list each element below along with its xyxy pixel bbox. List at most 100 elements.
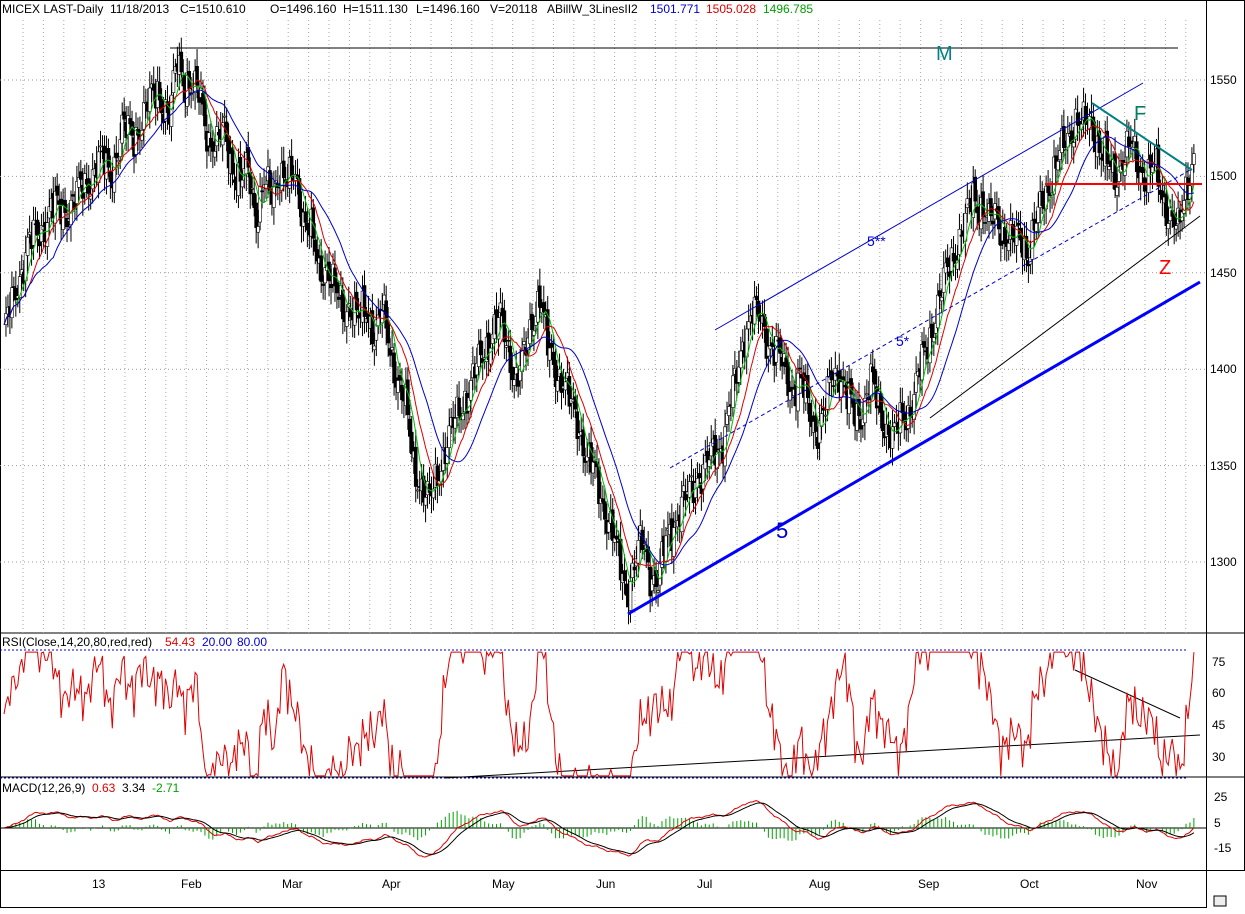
wedge-top-line	[1091, 102, 1193, 171]
time-label-sep: Sep	[918, 877, 940, 891]
inner-support-line	[929, 215, 1201, 419]
candle-body	[510, 366, 515, 381]
candle-body	[423, 497, 428, 506]
candle-body	[530, 313, 534, 331]
macd-signal-value: 3.34	[122, 781, 146, 795]
candle-body	[260, 190, 264, 193]
candle-body	[559, 373, 564, 393]
channel-upper-line	[714, 82, 1144, 331]
candle-body	[973, 176, 978, 202]
candle-body	[632, 566, 637, 571]
price-tick-1550: 1550	[1210, 73, 1237, 87]
candle-body	[86, 178, 91, 194]
candle-body	[319, 255, 323, 282]
price-tick-1400: 1400	[1210, 362, 1237, 376]
candle-body	[1140, 166, 1145, 173]
open-label: O=1496.160	[270, 2, 337, 16]
candle-body	[642, 543, 647, 546]
chart-frame	[0, 0, 1207, 871]
candle-body	[863, 397, 867, 424]
candle-body	[147, 87, 152, 112]
macd-title: MACD(12,26,9)	[2, 781, 85, 795]
candle-body	[195, 66, 199, 86]
candle-body	[112, 156, 117, 193]
annotations: M 5** 5* 5 F Z	[170, 43, 1202, 616]
candle-body	[945, 257, 950, 268]
candle-body	[409, 431, 414, 455]
candle-body	[27, 231, 32, 235]
candle-body	[865, 393, 869, 396]
candle-body	[106, 148, 111, 168]
candle-body	[496, 317, 501, 340]
time-label-nov: Nov	[1136, 877, 1157, 891]
candle-body	[1164, 193, 1169, 227]
candle-body	[746, 321, 751, 330]
price-tick-1300: 1300	[1210, 555, 1237, 569]
candle-body	[142, 102, 146, 130]
candle-body	[272, 186, 276, 208]
candle-body	[965, 198, 970, 208]
candle-body	[212, 151, 217, 158]
candle-body	[203, 98, 207, 127]
candle-body	[981, 191, 985, 218]
candle-body	[872, 369, 877, 385]
time-label-oct: Oct	[1020, 877, 1039, 891]
ma-fast-line	[3, 73, 1195, 584]
candle-body	[1113, 153, 1117, 190]
candle-body	[250, 188, 255, 190]
candle-body	[914, 372, 918, 393]
candle-body	[636, 540, 641, 564]
macd-tick-5: 5	[1214, 816, 1221, 830]
candle-body	[35, 219, 40, 236]
candle-body	[1046, 185, 1050, 193]
grid	[0, 20, 1206, 633]
indicator-green-value: 1496.785	[763, 2, 813, 16]
candle-body	[656, 590, 660, 593]
time-label-aug: Aug	[809, 877, 830, 891]
candle-body	[329, 284, 333, 289]
moving-averages	[3, 73, 1195, 584]
price-axis: 1300 1350 1400 1450 1500 1550	[1210, 73, 1237, 569]
macd-line	[3, 800, 1195, 858]
candle-body	[362, 285, 367, 317]
candle-body	[220, 122, 225, 146]
time-label-jun: Jun	[596, 877, 615, 891]
scroll-box[interactable]	[1213, 895, 1227, 907]
candle-body	[957, 229, 962, 255]
candle-body	[983, 222, 987, 224]
candle-body	[502, 310, 507, 343]
candle-body	[752, 296, 757, 325]
candle-body	[796, 372, 800, 412]
price-tick-1450: 1450	[1210, 266, 1237, 280]
candle-body	[841, 376, 846, 381]
candle-body	[157, 81, 162, 101]
z-label: Z	[1159, 257, 1171, 279]
macd-lines	[3, 800, 1195, 858]
candle-body	[55, 185, 59, 196]
candle-body	[939, 297, 944, 302]
rsi-high-level: 80.00	[237, 635, 267, 649]
candle-body	[581, 429, 585, 457]
candle-body	[151, 83, 156, 91]
macd-hist-value: -2.71	[152, 781, 180, 795]
m-label: M	[936, 43, 953, 65]
price-series	[4, 37, 1196, 625]
rsi-pane: RSI(Close,14,20,80,red,red) 54.43 20.00 …	[0, 635, 1226, 779]
candle-body	[230, 147, 235, 175]
macd-value: 0.63	[92, 781, 116, 795]
candle-body	[289, 155, 294, 178]
indicator-red-value: 1505.028	[706, 2, 756, 16]
candle-body	[390, 347, 394, 351]
candle-body	[159, 98, 164, 114]
high-label: H=1511.130	[343, 2, 408, 16]
rsi-path	[3, 650, 1195, 778]
time-label-feb: Feb	[181, 877, 202, 891]
candle-body	[1062, 125, 1066, 148]
rsi-support-trendline	[444, 734, 1201, 779]
candle-body	[738, 350, 743, 369]
candle-body	[372, 345, 377, 351]
candle-body	[991, 220, 995, 225]
candle-body	[798, 367, 802, 370]
